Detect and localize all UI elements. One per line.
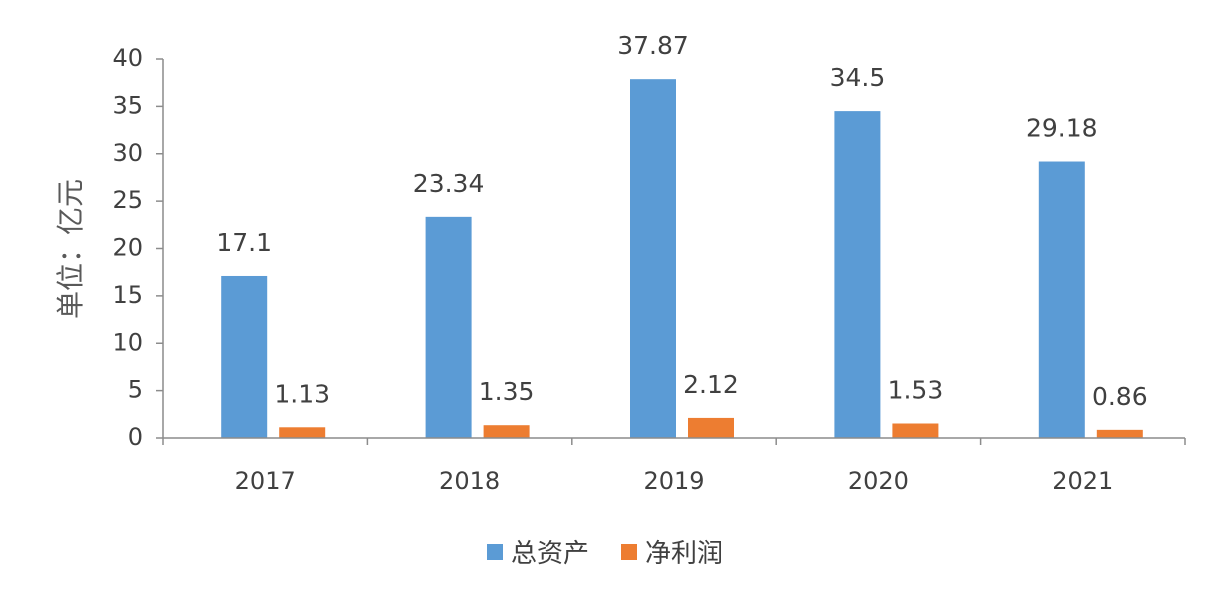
x-tick-label-2021: 2021 (1052, 467, 1113, 495)
data-label-net-profit-2020: 1.53 (888, 376, 944, 405)
data-label-total-assets-2019: 37.87 (617, 31, 689, 60)
x-tick-label-2017: 2017 (235, 467, 296, 495)
y-tick-label-35: 35 (112, 91, 143, 119)
bar-total-assets-2018 (425, 216, 472, 438)
y-tick-label-25: 25 (112, 186, 143, 214)
y-tick-label-10: 10 (112, 328, 143, 356)
bar-net-profit-2019 (688, 417, 734, 438)
bar-total-assets-2021 (1038, 161, 1085, 438)
data-labels-group: 17.1 23.34 37.87 34.5 29.18 1.13 1.35 2.12 1.53 0… (216, 31, 1147, 411)
legend-label-net-profit: 净利润 (645, 539, 723, 569)
data-label-total-assets-2021: 29.18 (1026, 114, 1098, 143)
data-label-total-assets-2018: 23.34 (413, 169, 485, 198)
data-label-net-profit-2017: 1.13 (274, 379, 330, 408)
legend-swatch-net-profit (621, 544, 637, 560)
x-tick-label-2019: 2019 (643, 467, 704, 495)
y-tick-label-5: 5 (128, 376, 143, 404)
data-label-net-profit-2021: 0.86 (1092, 382, 1148, 411)
y-tick-label-40: 40 (112, 44, 143, 72)
bar-net-profit-2020 (892, 423, 939, 438)
data-label-total-assets-2020: 34.5 (830, 63, 886, 92)
legend: 总资产 净利润 (487, 539, 723, 569)
bars-group (221, 79, 1143, 439)
data-label-total-assets-2017: 17.1 (216, 228, 272, 257)
y-axis-title: 单位：亿元 (54, 179, 87, 319)
x-tick-label-2020: 2020 (848, 467, 909, 495)
y-tick-label-20: 20 (112, 234, 143, 262)
bar-net-profit-2021 (1096, 429, 1143, 438)
bar-net-profit-2018 (483, 425, 530, 438)
y-tick-label-0: 0 (128, 423, 143, 451)
bar-total-assets-2020 (834, 111, 881, 439)
legend-swatch-total-assets (487, 544, 503, 560)
y-axis-title-group: 单位：亿元 (54, 179, 87, 319)
axes-group: 0 5 10 15 20 25 30 35 40 2017 2018 2019 2020 2021 (112, 44, 1186, 495)
data-label-net-profit-2019: 2.12 (683, 370, 739, 399)
legend-label-total-assets: 总资产 (511, 539, 589, 569)
y-tick-label-30: 30 (112, 139, 143, 167)
bar-total-assets-2017 (221, 275, 268, 438)
data-label-net-profit-2018: 1.35 (479, 377, 535, 406)
y-tick-label-15: 15 (112, 281, 143, 309)
bar-net-profit-2017 (279, 427, 326, 438)
x-tick-label-2018: 2018 (439, 467, 500, 495)
bar-total-assets-2019 (630, 79, 676, 438)
